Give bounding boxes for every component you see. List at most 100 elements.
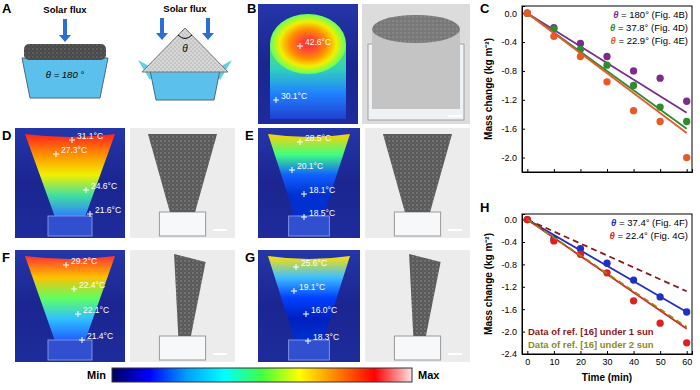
x-axis-title: Time (min) (582, 372, 632, 383)
thermal-beaker (48, 340, 92, 360)
y-tick: 0.0 (504, 9, 525, 19)
data-point (683, 339, 690, 346)
thermal-beaker (289, 216, 330, 236)
legend-text: = 22.9° (Fig. 4E) (616, 35, 688, 46)
y-axis-title: Mass change (kg m⁻²) (483, 38, 494, 140)
y-tick: -1.2 (501, 95, 525, 105)
photo-beaker (159, 212, 205, 236)
tick-label: -0.8 (501, 66, 517, 76)
thermal-panel: 25.6°C19.1°C16.0°C18.3°C (258, 250, 470, 362)
legend-entry: θ = 180° (Fig. 4B) (613, 9, 688, 20)
tick-mark (607, 351, 608, 354)
temperature-label: 18.3°C (313, 332, 339, 342)
temperature-label: 18.1°C (309, 185, 335, 195)
y-axis: 0.0-0.4-0.8-1.2-1.6-2.0 (501, 7, 525, 173)
scale-bar (213, 229, 227, 231)
photo-evaporator (148, 134, 217, 212)
data-point (683, 98, 690, 105)
chart: 01020304050600.0-0.4-0.8-1.2-1.6-2.0-2.4… (483, 214, 693, 383)
evaporator-texture (24, 44, 106, 60)
axis-line (523, 351, 693, 355)
tent-texture (142, 28, 228, 72)
panel-label: E (245, 128, 254, 143)
x-tick: 50 (656, 351, 666, 367)
tick-mark (522, 42, 525, 43)
data-point (630, 107, 637, 114)
legend-entry: θ = 37.4° (Fig. 4F) (611, 217, 688, 228)
tick-mark (687, 351, 688, 354)
flux-arrow-shaft (206, 18, 210, 34)
tick-mark (522, 287, 525, 288)
x-tick (527, 169, 528, 172)
data-point (630, 82, 637, 89)
thermal-background (15, 250, 125, 362)
temp-marker (82, 337, 83, 343)
temperature-label: 21.4°C (87, 331, 113, 341)
legend-text: = 180° (Fig. 4B) (618, 9, 688, 20)
data-point (656, 75, 663, 82)
x-tick: 40 (629, 351, 639, 367)
y-tick: -0.4 (501, 237, 525, 247)
tick-label: -1.2 (501, 95, 517, 105)
data-point (683, 308, 690, 315)
photo-evaporator (174, 254, 206, 336)
y-tick: -2.4 (501, 349, 525, 359)
x-tick (660, 169, 661, 172)
plot-area (524, 10, 691, 162)
temp-marker (72, 137, 73, 143)
tick-label: 30 (602, 357, 612, 367)
thermal-panel: 28.5°C20.1°C18.1°C18.5°C (258, 128, 470, 238)
thermal-background (15, 128, 125, 238)
x-tick: 60 (682, 351, 692, 367)
legend-text: = 37.8° (Fig. 4D) (615, 22, 688, 33)
photo-evaporator-texture (409, 254, 441, 336)
plot-area (524, 216, 691, 347)
temperature-label: 42.6°C (305, 37, 331, 47)
tick-label: -2.0 (501, 327, 517, 337)
tick-mark (634, 169, 635, 172)
data-point (577, 53, 584, 60)
data-point (630, 297, 637, 304)
temperature-label: 29.2°C (71, 256, 97, 266)
thermal-background (258, 128, 360, 238)
x-axis (523, 169, 693, 173)
panel-label: H (480, 200, 489, 215)
temp-marker (56, 151, 57, 157)
y-tick: -0.8 (501, 66, 525, 76)
tick-label: 0.0 (504, 9, 517, 19)
temperature-label: 20.1°C (297, 161, 323, 171)
tick-mark (607, 169, 608, 172)
tick-mark (554, 351, 555, 354)
flux-arrow-shaft (160, 18, 164, 34)
temp-marker (304, 191, 305, 197)
scale-bar (448, 115, 462, 117)
data-point (630, 276, 637, 283)
x-tick (687, 169, 688, 172)
legend-entry: Data of ref. [16] under 1 sun (528, 326, 654, 337)
temp-marker (306, 311, 307, 317)
panel-label: G (245, 250, 255, 265)
data-point (524, 10, 531, 17)
tick-mark (522, 354, 525, 355)
data-point (656, 293, 663, 300)
flux-label: Solar flux (43, 4, 87, 15)
x-tick: 30 (602, 351, 612, 367)
tick-mark (634, 351, 635, 354)
tick-label: 40 (629, 357, 639, 367)
data-point (603, 62, 610, 69)
panel-label: B (247, 1, 256, 16)
tick-mark (527, 351, 528, 354)
tick-mark (554, 169, 555, 172)
tick-mark (522, 158, 525, 159)
temp-marker (74, 286, 75, 292)
y-axis-title: Mass change (kg m⁻²) (483, 233, 494, 335)
angle-arc (178, 35, 192, 39)
photo-background (362, 4, 470, 124)
legend-entry: θ = 22.9° (Fig. 4E) (611, 35, 689, 46)
x-tick (607, 169, 608, 172)
temp-marker (296, 264, 297, 270)
scale-bar (448, 229, 462, 231)
y-tick: -0.8 (501, 260, 525, 270)
tick-label: -1.6 (501, 305, 517, 315)
panel-label: F (2, 250, 10, 265)
